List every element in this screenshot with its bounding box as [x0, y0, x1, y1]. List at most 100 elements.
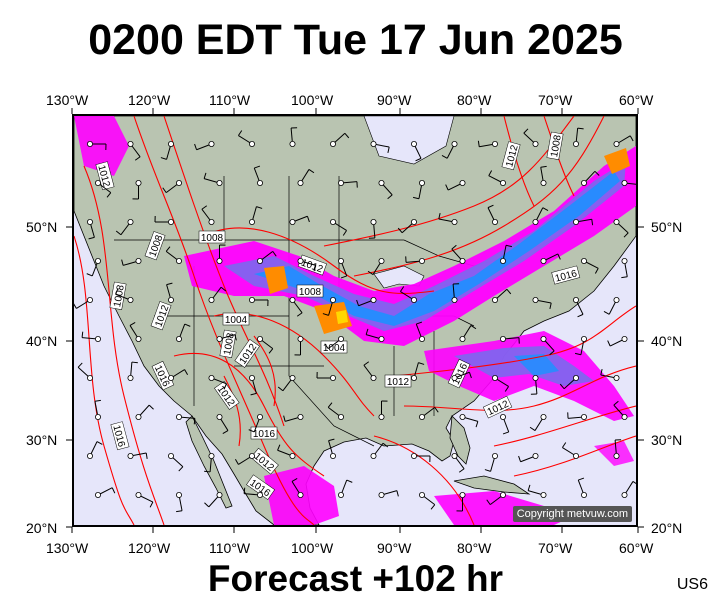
station-circle-icon	[217, 258, 222, 263]
wind-barb-feather	[608, 341, 610, 346]
station-circle-icon	[257, 180, 262, 185]
station-circle-icon	[622, 414, 627, 419]
station-circle-icon	[581, 414, 586, 419]
station-circle-icon	[87, 219, 92, 224]
station-circle-icon	[298, 492, 303, 497]
station-circle-icon	[492, 297, 497, 302]
station-circle-icon	[176, 492, 181, 497]
lon-label-130w: 130°W	[46, 92, 88, 108]
station-circle-icon	[581, 258, 586, 263]
station-circle-icon	[573, 297, 578, 302]
station-circle-icon	[541, 180, 546, 185]
station-circle-icon	[217, 180, 222, 185]
station-circle-icon	[87, 453, 92, 458]
station-circle-icon	[217, 414, 222, 419]
station-circle-icon	[176, 336, 181, 341]
station-circle-icon	[249, 297, 254, 302]
station-circle-icon	[95, 492, 100, 497]
station-circle-icon	[338, 492, 343, 497]
station-circle-icon	[614, 219, 619, 224]
station-circle-icon	[290, 297, 295, 302]
station-circle-icon	[176, 258, 181, 263]
lon-label-60w-bottom: 60°W	[619, 540, 653, 556]
weather-map[interactable]: 1012 1008 1008 1008 1012 1008 1004 1004 …	[72, 114, 638, 527]
station-circle-icon	[452, 219, 457, 224]
station-circle-icon	[460, 180, 465, 185]
station-circle-icon	[168, 219, 173, 224]
station-circle-icon	[209, 297, 214, 302]
station-circle-icon	[460, 492, 465, 497]
station-circle-icon	[249, 219, 254, 224]
station-circle-icon	[168, 453, 173, 458]
lon-label-120w: 120°W	[128, 92, 170, 108]
lon-label-130w-bottom: 130°W	[46, 540, 88, 556]
wind-barb-feather	[132, 362, 138, 363]
station-circle-icon	[176, 180, 181, 185]
station-circle-icon	[614, 375, 619, 380]
wind-barb-feather	[528, 485, 530, 491]
station-circle-icon	[136, 258, 141, 263]
station-circle-icon	[128, 375, 133, 380]
station-circle-icon	[492, 453, 497, 458]
station-circle-icon	[573, 141, 578, 146]
wind-barb-feather	[485, 470, 491, 472]
station-circle-icon	[411, 375, 416, 380]
station-circle-icon	[533, 219, 538, 224]
forecast-label: Forecast +102 hr	[0, 556, 711, 602]
station-circle-icon	[581, 180, 586, 185]
station-circle-icon	[176, 414, 181, 419]
lon-label-60w: 60°W	[619, 92, 653, 108]
station-circle-icon	[622, 492, 627, 497]
station-circle-icon	[541, 336, 546, 341]
station-circle-icon	[330, 141, 335, 146]
station-circle-icon	[249, 453, 254, 458]
lat-label-40n: 40°N	[26, 333, 57, 349]
isobar-label: 1004	[225, 315, 248, 326]
station-circle-icon	[379, 336, 384, 341]
station-circle-icon	[452, 375, 457, 380]
wind-barb-feather	[633, 481, 636, 484]
station-circle-icon	[492, 219, 497, 224]
lat-label-50n-right: 50°N	[651, 219, 682, 235]
copyright-badge[interactable]: Copyright metvuw.com	[513, 506, 632, 522]
station-circle-icon	[371, 297, 376, 302]
station-circle-icon	[614, 297, 619, 302]
station-circle-icon	[290, 453, 295, 458]
wind-barb-feather	[621, 277, 627, 278]
wind-barb-feather	[112, 488, 115, 493]
wind-barb-feather	[146, 453, 147, 459]
station-circle-icon	[460, 258, 465, 263]
lon-label-70w: 70°W	[538, 92, 572, 108]
station-circle-icon	[338, 180, 343, 185]
station-circle-icon	[371, 141, 376, 146]
station-circle-icon	[573, 375, 578, 380]
station-circle-icon	[128, 219, 133, 224]
station-circle-icon	[298, 180, 303, 185]
lon-label-110w: 110°W	[209, 92, 250, 108]
station-circle-icon	[168, 141, 173, 146]
wind-barb-feather	[459, 469, 464, 472]
station-circle-icon	[581, 492, 586, 497]
wind-barb-feather	[578, 478, 584, 480]
station-circle-icon	[541, 414, 546, 419]
wind-barb-feather	[347, 480, 353, 482]
lon-label-90w-bottom: 90°W	[377, 540, 411, 556]
station-circle-icon	[419, 492, 424, 497]
station-circle-icon	[533, 375, 538, 380]
station-circle-icon	[95, 258, 100, 263]
station-circle-icon	[533, 297, 538, 302]
wind-barb-feather	[194, 418, 195, 424]
station-circle-icon	[298, 414, 303, 419]
station-circle-icon	[500, 258, 505, 263]
lon-label-90w: 90°W	[377, 92, 411, 108]
wind-barb-feather	[149, 405, 153, 409]
station-circle-icon	[419, 336, 424, 341]
station-circle-icon	[209, 219, 214, 224]
station-circle-icon	[209, 375, 214, 380]
station-circle-icon	[338, 258, 343, 263]
station-circle-icon	[217, 492, 222, 497]
station-circle-icon	[419, 258, 424, 263]
station-circle-icon	[217, 336, 222, 341]
lat-label-20n: 20°N	[26, 520, 57, 536]
wind-barb-feather	[78, 363, 82, 367]
